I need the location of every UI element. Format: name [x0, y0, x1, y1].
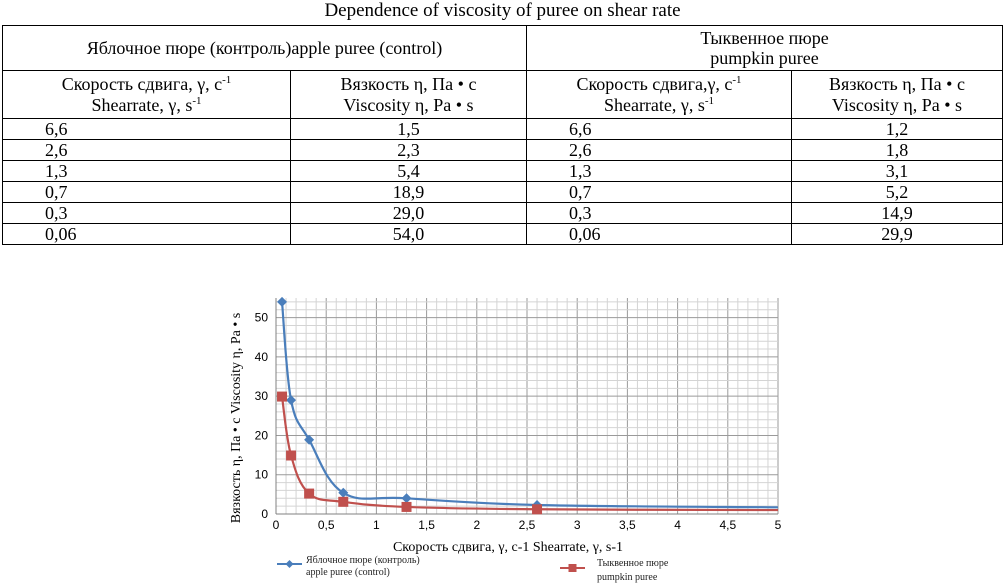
x-tick-label: 0,5	[318, 518, 335, 532]
legend-apple-line1: Яблочное пюре (контроль)	[306, 555, 420, 566]
group-apple: Яблочное пюре (контроль)apple puree (con…	[2, 25, 527, 71]
legend-apple-marker	[285, 560, 294, 568]
data-point-apple	[338, 487, 349, 498]
y-tick-label: 0	[261, 507, 268, 521]
data-point-apple	[401, 493, 412, 504]
legend-pumpkin-line2: pumpkin puree	[597, 572, 658, 583]
x-tick-label: 3	[574, 518, 581, 532]
data-point-pumpkin	[338, 496, 349, 507]
table-row: 2,6 2,3 2,6 1,8	[2, 139, 1003, 161]
y-tick-label: 10	[255, 468, 269, 482]
table-title: Dependence of viscosity of puree on shea…	[324, 0, 681, 21]
y-tick-label: 20	[255, 428, 269, 442]
legend-pumpkin-line1: Тыквенное пюре	[597, 558, 669, 569]
group-pumpkin: Тыквенное пюре pumpkin puree	[526, 25, 1003, 71]
group-header-row: Яблочное пюре (контроль)apple puree (con…	[2, 25, 1003, 71]
y-tick-label: 50	[255, 311, 269, 325]
data-point-pumpkin	[532, 504, 543, 515]
col-shear-pumpkin: Скорость сдвига,γ, с-1 Shearrate, γ, s-1	[526, 70, 792, 119]
x-tick-label: 0	[273, 518, 280, 532]
chart-series	[277, 296, 779, 515]
table-row: 0,06 54,0 0,06 29,9	[2, 223, 1003, 245]
x-tick-label: 2,5	[519, 518, 536, 532]
chart-legend: Яблочное пюре (контроль) apple puree (co…	[277, 555, 669, 583]
x-tick-label: 5	[775, 518, 782, 532]
table-row: 1,3 5,4 1,3 3,1	[2, 160, 1003, 182]
y-tick-label: 40	[255, 350, 269, 364]
x-tick-label: 3,5	[619, 518, 636, 532]
x-axis-label: Скорость сдвига, γ, с-1 Shearrate, γ, s-…	[393, 540, 623, 555]
data-point-pumpkin	[401, 501, 412, 512]
col-shear-apple: Скорость сдвига, γ, с-1 Shearrate, γ, s-1	[2, 70, 291, 119]
table-row: 6,6 1,5 6,6 1,2	[2, 118, 1003, 140]
x-tick-label: 1,5	[418, 518, 435, 532]
x-tick-label: 1	[373, 518, 380, 532]
legend-apple-line2: apple puree (control)	[306, 567, 390, 578]
table-row: 0,3 29,0 0,3 14,9	[2, 202, 1003, 224]
data-point-apple	[277, 296, 288, 307]
chart-grid	[276, 298, 779, 514]
y-tick-label: 30	[255, 389, 269, 403]
data-point-pumpkin	[304, 488, 315, 499]
data-point-pumpkin	[286, 450, 297, 461]
table-row: 0,7 18,9 0,7 5,2	[2, 181, 1003, 203]
column-header-row: Скорость сдвига, γ, с-1 Shearrate, γ, s-1…	[2, 70, 1003, 119]
y-axis-label: Вязкость η, Па • с Viscosity η, Pa • s	[229, 313, 244, 523]
data-point-apple	[304, 434, 315, 445]
col-visc-pumpkin: Вязкость η, Па • с Viscosity η, Pa • s	[791, 70, 1003, 119]
col-visc-apple: Вязкость η, Па • с Viscosity η, Pa • s	[290, 70, 527, 119]
x-tick-label: 4	[674, 518, 681, 532]
data-point-pumpkin	[277, 391, 288, 402]
series-line-pumpkin	[280, 396, 779, 512]
legend-pumpkin-marker	[568, 564, 577, 572]
x-tick-label: 4,5	[719, 518, 736, 532]
data-point-apple	[286, 395, 297, 406]
viscosity-table: Яблочное пюре (контроль)apple puree (con…	[2, 25, 1003, 245]
x-tick-label: 2	[473, 518, 480, 532]
